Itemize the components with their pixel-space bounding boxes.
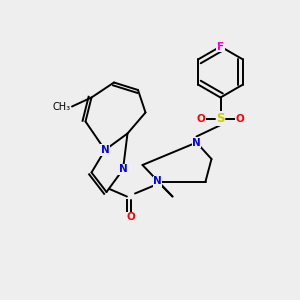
Text: O: O [236,113,244,124]
Text: S: S [216,112,225,125]
Text: F: F [217,41,224,52]
Text: N: N [192,137,201,148]
Text: N: N [118,164,127,175]
Text: N: N [153,176,162,187]
Text: O: O [196,113,206,124]
Text: CH₃: CH₃ [52,101,70,112]
Text: N: N [100,145,109,155]
Text: O: O [126,212,135,223]
